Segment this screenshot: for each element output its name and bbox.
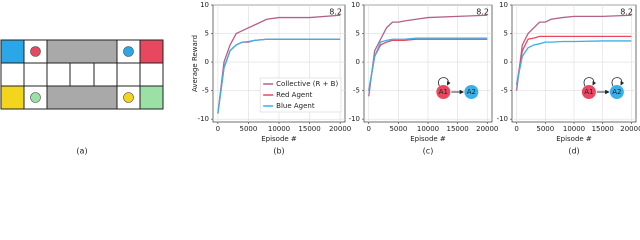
x-tick-label: 10000 — [417, 125, 439, 133]
legend-label: Collective (R + B) — [276, 80, 338, 88]
self-loop — [438, 77, 451, 87]
y-tick-label: 5 — [504, 30, 508, 38]
cell — [139, 62, 164, 87]
series-line — [515, 35, 632, 86]
legend-box — [259, 77, 342, 113]
graph-node — [581, 85, 596, 99]
annotation: 8.2 — [476, 8, 489, 17]
x-tick-label: 5000 — [240, 125, 258, 133]
graph-node — [609, 85, 624, 99]
goal-green — [30, 92, 41, 103]
y-tick-label: 5 — [356, 30, 360, 38]
graph-node — [436, 85, 451, 99]
legend-label: Red Agent — [276, 91, 312, 99]
series-line — [515, 40, 632, 86]
panel-label: (a) — [76, 147, 87, 156]
self-loop — [611, 77, 625, 87]
series-line — [368, 14, 488, 97]
panel-label: (d) — [568, 147, 579, 156]
x-axis-label: Episode # — [261, 135, 297, 143]
cell — [69, 62, 95, 87]
legend-label: Blue Agent — [276, 102, 315, 110]
graph-node-label: A1 — [439, 88, 448, 96]
graph-node-label: A2 — [467, 88, 476, 96]
x-axis-label: Episode # — [556, 135, 592, 143]
cell — [93, 62, 118, 87]
agent-red — [30, 46, 41, 57]
graph-node — [464, 85, 479, 99]
cell — [139, 39, 164, 64]
x-tick-label: 0 — [514, 125, 518, 133]
series-line — [217, 38, 341, 114]
x-tick-label: 0 — [367, 125, 371, 133]
y-tick-label: 5 — [205, 30, 209, 38]
annotation: 8.2 — [620, 8, 633, 17]
cell — [116, 62, 141, 87]
x-tick-label: 20000 — [476, 125, 498, 133]
y-tick-label: -10 — [497, 115, 508, 123]
cell — [139, 85, 164, 110]
y-tick-label: 10 — [351, 1, 360, 9]
graph-node-label: A2 — [612, 88, 621, 96]
y-tick-label: -5 — [501, 87, 508, 95]
series-line — [515, 14, 632, 91]
cell — [0, 62, 25, 87]
graph-node-label: A1 — [584, 88, 593, 96]
y-tick-label: -5 — [202, 87, 209, 95]
grid-world — [0, 39, 164, 110]
x-tick-label: 15000 — [298, 125, 320, 133]
x-tick-label: 20000 — [329, 125, 351, 133]
y-tick-label: -5 — [353, 87, 360, 95]
goal-yellow — [123, 92, 134, 103]
y-tick-label: 10 — [499, 1, 508, 9]
y-tick-label: 0 — [356, 58, 360, 66]
x-tick-label: 10000 — [268, 125, 290, 133]
wall — [46, 85, 118, 110]
y-tick-label: 0 — [205, 58, 209, 66]
x-tick-label: 10000 — [563, 125, 585, 133]
series-line — [368, 38, 488, 91]
series-line — [217, 14, 341, 114]
x-tick-label: 15000 — [446, 125, 468, 133]
panel-label: (c) — [423, 147, 434, 156]
x-axis-label: Episode # — [410, 135, 446, 143]
y-tick-label: -10 — [349, 115, 360, 123]
annotation: 8.2 — [329, 8, 342, 17]
y-tick-label: -10 — [198, 115, 209, 123]
x-tick-label: 5000 — [536, 125, 554, 133]
x-tick-label: 15000 — [592, 125, 614, 133]
self-loop — [583, 77, 597, 87]
y-axis-label: Average Reward — [191, 35, 199, 92]
wall — [46, 39, 118, 64]
x-tick-label: 20000 — [620, 125, 640, 133]
y-tick-label: 10 — [200, 1, 209, 9]
cell — [0, 39, 25, 64]
panel-label: (b) — [273, 147, 284, 156]
y-tick-label: 0 — [504, 58, 508, 66]
series-line — [368, 37, 488, 91]
cell — [0, 85, 25, 110]
x-tick-label: 5000 — [389, 125, 407, 133]
x-tick-label: 0 — [216, 125, 220, 133]
agent-blue — [123, 46, 134, 57]
cell — [46, 62, 71, 87]
cell — [23, 62, 48, 87]
